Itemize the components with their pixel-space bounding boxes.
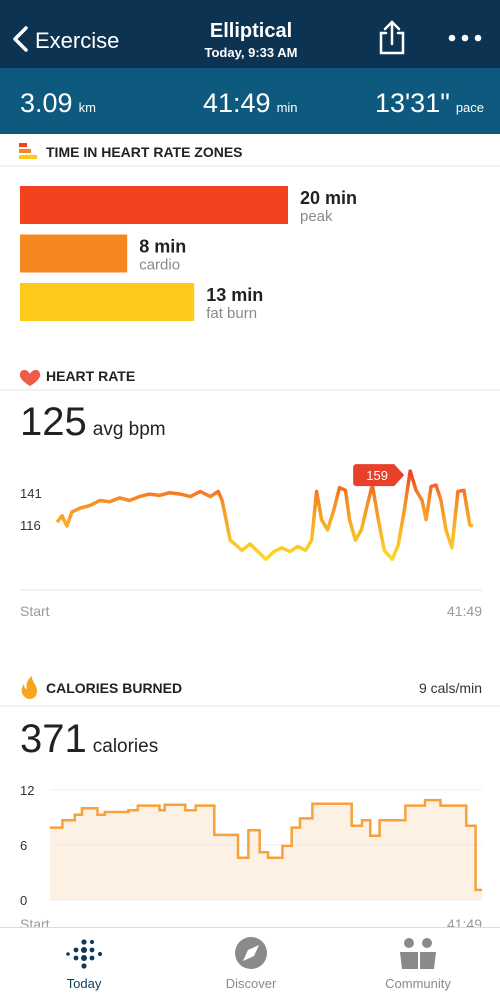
rate: 9 cals/min xyxy=(419,680,482,696)
share-button[interactable] xyxy=(379,20,405,55)
share-arrow[interactable] xyxy=(383,20,401,46)
share-box[interactable] xyxy=(379,31,405,55)
calories-area xyxy=(50,800,482,900)
title: Elliptical xyxy=(210,20,292,42)
calories-line xyxy=(50,798,482,892)
icon-bar xyxy=(19,143,27,147)
stats-bar xyxy=(0,68,500,134)
heart-icon xyxy=(19,370,41,386)
average-unit: avg bpm xyxy=(93,419,166,440)
peak-label: 159 xyxy=(366,468,388,483)
y-tick-label: 6 xyxy=(20,838,27,853)
icon-bar xyxy=(19,149,31,153)
nav-bar xyxy=(0,0,500,68)
x-tick-label: Start xyxy=(20,603,50,619)
stat-unit: min xyxy=(277,100,298,115)
dot[interactable] xyxy=(448,34,456,42)
subtitle: Today, 9:33 AM xyxy=(205,45,298,60)
zone-value-label: 8 min xyxy=(139,237,186,257)
discover-icon[interactable] xyxy=(235,937,267,969)
stat-value: 41:49 xyxy=(203,88,271,118)
zone-bar xyxy=(20,283,195,321)
stat-unit: km xyxy=(79,100,96,115)
back-chevron[interactable] xyxy=(13,26,28,52)
more-button[interactable] xyxy=(448,34,482,42)
stat-unit: pace xyxy=(456,100,484,115)
back-button[interactable]: Exercise xyxy=(13,26,119,53)
tab-bar: Today Discover Community xyxy=(0,927,500,999)
section-title: TIME IN HEART RATE ZONES xyxy=(46,144,243,160)
zone-category: peak xyxy=(300,208,333,225)
heart-rate-line xyxy=(55,469,474,562)
flame-icon xyxy=(21,676,37,699)
stat-value: 13'31" xyxy=(375,88,450,118)
y-tick-label: 12 xyxy=(20,783,34,798)
dot[interactable] xyxy=(474,34,482,42)
section-title: HEART RATE xyxy=(46,368,135,384)
average-value: 125 xyxy=(20,400,87,444)
content: 3.09 km 41:49 min 13'31" pace TIME IN HEART RA… xyxy=(20,88,484,932)
tab-label[interactable]: Today xyxy=(67,976,102,991)
back-label[interactable]: Exercise xyxy=(35,28,119,53)
y-tick-label: 0 xyxy=(20,893,27,908)
zone-bar xyxy=(20,234,128,273)
today-icon[interactable] xyxy=(66,939,102,969)
y-tick-label: 116 xyxy=(20,518,41,533)
zone-value-label: 20 min xyxy=(300,188,357,208)
total-value: 371 xyxy=(20,717,87,761)
zone-bar xyxy=(20,186,288,224)
dot[interactable] xyxy=(461,34,469,42)
community-icon[interactable] xyxy=(400,938,436,969)
zone-category: cardio xyxy=(139,257,180,274)
zones-icon xyxy=(19,143,37,159)
zone-value-label: 13 min xyxy=(206,285,263,305)
stat-value: 3.09 xyxy=(20,88,73,118)
x-tick-label: 41:49 xyxy=(447,603,482,619)
zone-category: fat burn xyxy=(206,305,257,322)
total-unit: calories xyxy=(93,736,158,757)
tab-label[interactable]: Discover xyxy=(226,976,277,991)
section-title: CALORIES BURNED xyxy=(46,680,182,696)
y-tick-label: 141 xyxy=(20,486,42,501)
tab-label[interactable]: Community xyxy=(385,976,451,991)
peak-callout xyxy=(353,464,405,487)
icon-bar xyxy=(19,155,37,159)
